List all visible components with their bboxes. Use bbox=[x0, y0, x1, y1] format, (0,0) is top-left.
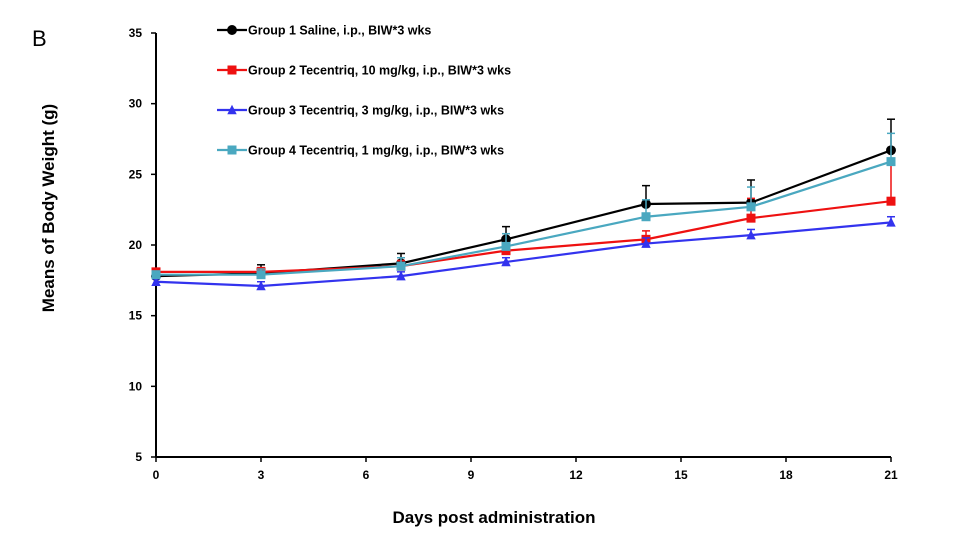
x-tick-label: 3 bbox=[258, 468, 265, 482]
data-point bbox=[151, 276, 161, 287]
data-point bbox=[501, 241, 511, 251]
data-point bbox=[396, 270, 406, 281]
series-line bbox=[156, 200, 892, 273]
data-point bbox=[256, 270, 266, 280]
y-tick-label: 15 bbox=[129, 309, 143, 323]
data-point bbox=[886, 157, 896, 167]
series-4 bbox=[151, 132, 896, 280]
series-line bbox=[155, 149, 892, 278]
legend-label: Group 2 Tecentriq, 10 mg/kg, i.p., BIW*3… bbox=[248, 64, 511, 78]
y-axis-title: Means of Body Weight (g) bbox=[39, 104, 58, 312]
x-tick-label: 18 bbox=[779, 468, 793, 482]
data-point bbox=[256, 280, 266, 291]
data-point bbox=[746, 229, 756, 240]
legend-marker bbox=[227, 104, 237, 115]
legend-label: Group 4 Tecentriq, 1 mg/kg, i.p., BIW*3 … bbox=[248, 144, 504, 158]
data-point bbox=[501, 256, 511, 267]
x-tick-label: 6 bbox=[363, 468, 370, 482]
y-tick-label: 10 bbox=[129, 379, 143, 393]
x-tick-label: 12 bbox=[569, 468, 583, 482]
y-tick-label: 35 bbox=[129, 26, 143, 40]
data-point bbox=[746, 213, 756, 223]
legend: Group 1 Saline, i.p., BIW*3 wks Group 2 T… bbox=[217, 24, 511, 158]
data-point bbox=[886, 217, 896, 227]
legend-entry-3: Group 3 Tecentriq, 3 mg/kg, i.p., BIW*3 … bbox=[217, 104, 504, 118]
x-tick-label: 21 bbox=[884, 468, 898, 482]
legend-marker bbox=[227, 145, 237, 155]
y-tick-label: 30 bbox=[129, 97, 143, 111]
series-line bbox=[156, 160, 892, 276]
legend-label: Group 3 Tecentriq, 3 mg/kg, i.p., BIW*3 … bbox=[248, 104, 504, 118]
data-point bbox=[746, 202, 756, 212]
data-point bbox=[641, 238, 651, 248]
axes: 5 10 15 20 25 30 35 0 3 6 9 12 15 18 21 bbox=[129, 26, 898, 482]
legend-marker bbox=[227, 65, 237, 75]
data-point bbox=[886, 196, 896, 206]
legend-marker bbox=[227, 25, 237, 35]
x-tick-label: 9 bbox=[468, 468, 475, 482]
legend-entry-1: Group 1 Saline, i.p., BIW*3 wks bbox=[217, 24, 431, 38]
data-point bbox=[641, 212, 651, 222]
legend-entry-2: Group 2 Tecentriq, 10 mg/kg, i.p., BIW*3… bbox=[217, 64, 511, 78]
series-line bbox=[155, 221, 892, 288]
x-tick-label: 0 bbox=[153, 468, 160, 482]
panel-label: B bbox=[32, 26, 47, 51]
y-tick-label: 20 bbox=[129, 238, 143, 252]
data-point bbox=[396, 261, 406, 271]
series-3 bbox=[151, 215, 896, 291]
y-tick-label: 5 bbox=[135, 450, 142, 464]
legend-entry-4: Group 4 Tecentriq, 1 mg/kg, i.p., BIW*3 … bbox=[217, 144, 504, 158]
x-tick-label: 15 bbox=[674, 468, 688, 482]
x-axis-title: Days post administration bbox=[392, 508, 595, 527]
legend-label: Group 1 Saline, i.p., BIW*3 wks bbox=[248, 24, 431, 38]
series-layer bbox=[151, 118, 896, 291]
y-tick-label: 25 bbox=[129, 167, 143, 181]
data-point bbox=[151, 270, 161, 280]
